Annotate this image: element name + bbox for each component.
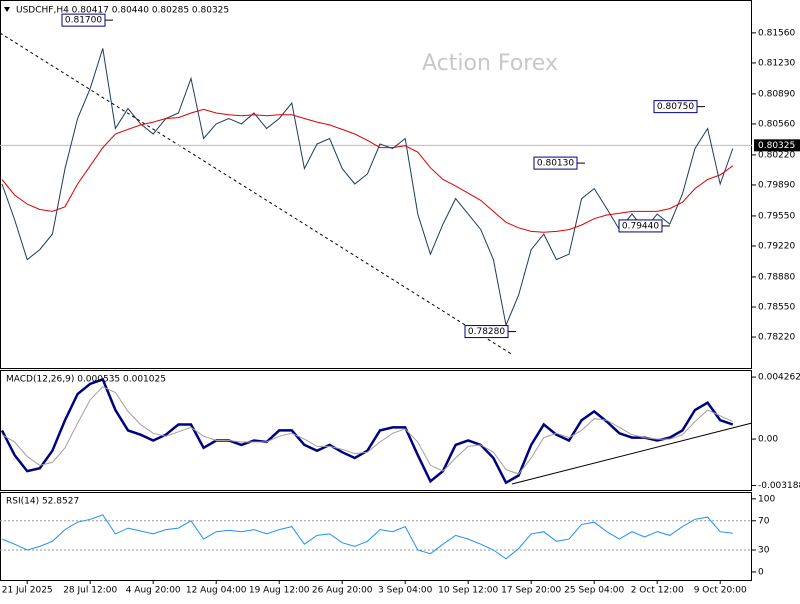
- annotation-box: [61, 13, 106, 27]
- y-tick-label: 0.78880: [758, 272, 795, 282]
- y-tick-label: 0.00: [758, 435, 778, 445]
- y-tick-label: 0.78220: [758, 333, 795, 343]
- last-price-box: [754, 139, 800, 152]
- y-tick-label: 0.004262: [758, 373, 800, 383]
- y-tick-label: 0.79550: [758, 211, 795, 221]
- y-tick-label: 100: [758, 494, 775, 504]
- series-line: [1, 514, 733, 560]
- y-tick-label: 0.78550: [758, 302, 795, 312]
- panel-title: RSI(14) 52.8527: [6, 497, 79, 507]
- x-tick-label: 17 Sep 20:00: [501, 586, 561, 596]
- y-tick-label: 0: [758, 567, 764, 577]
- panel-title: USDCHF,H4 0.80417 0.80440 0.80285 0.8032…: [16, 6, 229, 16]
- x-tick-label: 25 Sep 04:00: [564, 586, 624, 596]
- y-tick-label: 0.81560: [758, 28, 795, 38]
- panel-title: MACD(12,26,9) 0.000535 0.001025: [6, 375, 166, 385]
- menu-icon: [4, 7, 10, 12]
- x-tick-label: 12 Aug 04:00: [186, 586, 247, 596]
- annotation-box: [533, 156, 578, 170]
- annotation-label: 0.81700: [65, 16, 102, 26]
- series-line: [1, 386, 734, 475]
- x-tick-label: 2 Oct 12:00: [631, 586, 684, 596]
- x-tick-label: 19 Aug 12:00: [249, 586, 310, 596]
- y-tick-label: -0.003188: [758, 481, 800, 491]
- y-tick-label: 0.81230: [758, 58, 795, 68]
- series-line: [1, 48, 734, 327]
- series-line: [0, 377, 734, 485]
- y-tick-label: 0.80220: [758, 150, 795, 160]
- y-tick-label: 0.79220: [758, 241, 795, 251]
- macd-trend-line: [511, 422, 753, 485]
- annotation-box: [618, 219, 663, 233]
- annotation-label: 0.80750: [657, 102, 694, 112]
- x-tick-label: 21 Jul 2025: [2, 586, 53, 596]
- x-tick-label: 10 Sep 12:00: [438, 586, 498, 596]
- watermark: Action Forex: [422, 51, 558, 76]
- x-tick-label: 3 Sep 04:00: [378, 586, 433, 596]
- y-tick-label: 70: [758, 516, 770, 526]
- last-price-label: 0.80325: [758, 141, 795, 151]
- rsi-frame: [0, 492, 752, 581]
- annotation-box: [653, 100, 698, 114]
- y-tick-label: 0.80560: [758, 119, 795, 129]
- series-line: [1, 108, 734, 233]
- price-frame: [0, 0, 752, 369]
- y-tick-label: 0.80890: [758, 89, 795, 99]
- y-tick-label: 0.79890: [758, 180, 795, 190]
- annotation-box: [464, 325, 509, 339]
- x-tick-label: 28 Jul 12:00: [63, 586, 117, 596]
- x-tick-label: 9 Oct 20:00: [694, 586, 747, 596]
- annotation-label: 0.79440: [622, 221, 659, 231]
- macd-frame: [0, 370, 752, 491]
- trend-line: [0, 32, 514, 356]
- x-tick-label: 4 Aug 20:00: [126, 586, 181, 596]
- x-tick-label: 26 Aug 20:00: [312, 586, 373, 596]
- annotation-label: 0.78280: [468, 327, 505, 337]
- annotation-label: 0.80130: [537, 159, 574, 169]
- y-tick-label: 30: [758, 546, 770, 556]
